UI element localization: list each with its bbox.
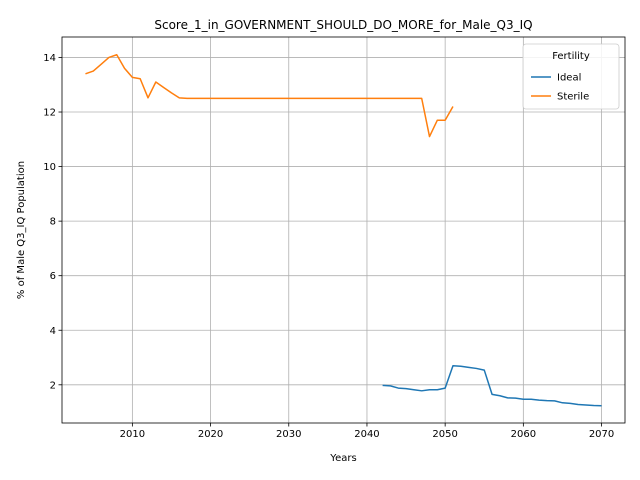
series-lines: [85, 53, 602, 407]
y-tick-label: 4: [50, 326, 56, 337]
x-tick-label: 2020: [198, 429, 223, 440]
x-tick-label: 2060: [511, 429, 536, 440]
x-axis: 2010 2020 2030 2040 2050 2060 2070: [120, 423, 614, 440]
legend-label-ideal: Ideal: [557, 73, 581, 84]
x-tick-label: 2050: [432, 429, 457, 440]
legend-items: Ideal Sterile: [531, 73, 589, 103]
series-line-ideal: [382, 364, 602, 407]
y-tick-label: 2: [50, 380, 56, 391]
y-tick-label: 10: [43, 162, 56, 173]
legend: Fertility Ideal Sterile: [522, 43, 620, 110]
x-tick-label: 2010: [120, 429, 145, 440]
series-line-sterile: [85, 53, 454, 138]
y-axis-label: % of Male Q3_IQ Population: [16, 161, 27, 299]
x-tick-label: 2070: [589, 429, 614, 440]
legend-title: Fertility: [552, 51, 590, 62]
x-tick-label: 2030: [276, 429, 301, 440]
y-tick-label: 6: [50, 271, 56, 282]
chart-title: Score_1_in_GOVERNMENT_SHOULD_DO_MORE_for…: [154, 18, 532, 32]
y-tick-label: 14: [43, 53, 56, 64]
y-tick-label: 8: [50, 217, 56, 228]
plot-frame: [61, 36, 626, 424]
y-tick-label: 12: [43, 108, 56, 119]
legend-label-sterile: Sterile: [557, 92, 589, 103]
x-tick-label: 2040: [354, 429, 379, 440]
x-axis-label: Years: [329, 453, 356, 464]
y-axis: 2 4 6 8 10 12 14: [43, 53, 62, 391]
legend-box: [522, 43, 620, 110]
